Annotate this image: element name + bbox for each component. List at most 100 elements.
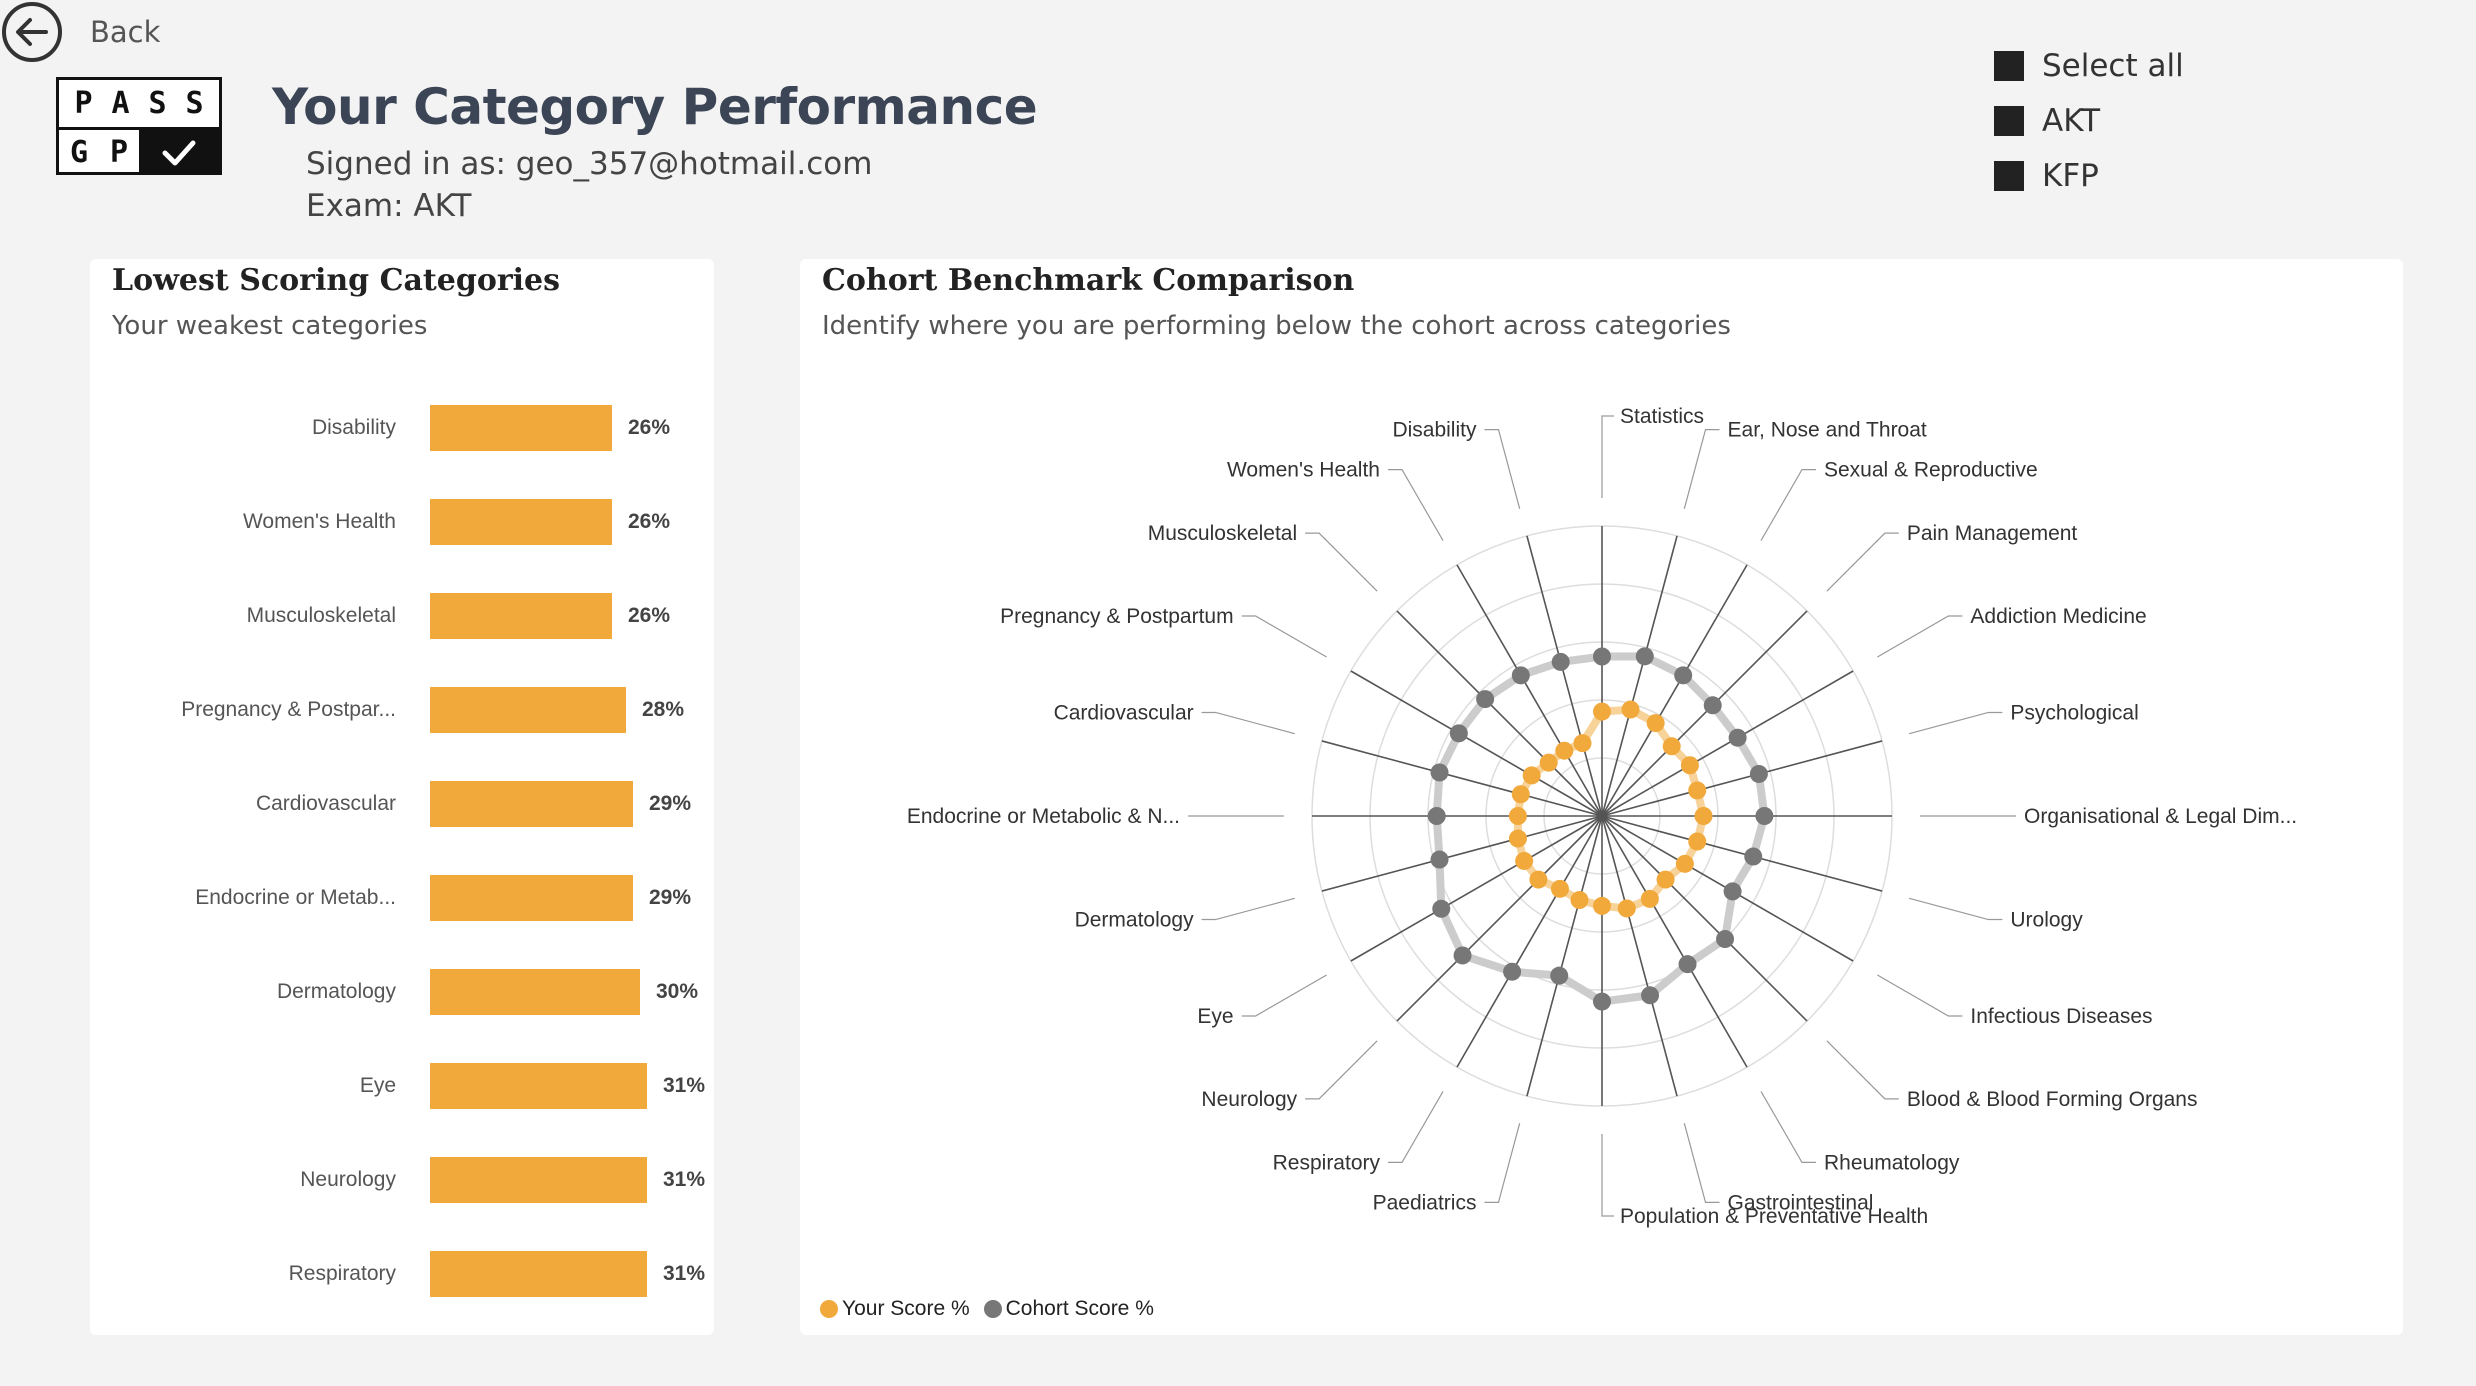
cohort-score-point[interactable] (1703, 696, 1722, 715)
your-score-point[interactable] (1555, 741, 1574, 760)
back-button[interactable]: Back (0, 0, 160, 64)
radar-axis-label: Statistics (1620, 405, 1704, 428)
your-score-point[interactable] (1508, 807, 1527, 825)
bar-row[interactable]: Musculoskeletal 26% (90, 593, 714, 639)
cohort-score-point[interactable] (1593, 992, 1611, 1011)
bar[interactable] (430, 405, 612, 451)
your-score-point[interactable] (1550, 879, 1569, 898)
your-score-point[interactable] (1688, 832, 1707, 851)
cohort-score-point[interactable] (1430, 850, 1449, 869)
your-score-point[interactable] (1656, 870, 1675, 889)
checkbox-icon[interactable] (1994, 160, 2024, 191)
bar-row[interactable]: Eye 31% (90, 1063, 714, 1109)
bar[interactable] (430, 593, 612, 639)
cohort-score-point[interactable] (1593, 647, 1611, 666)
bar[interactable] (430, 1063, 647, 1109)
exam-filter: Select all AKT KFP (1994, 38, 2184, 203)
cohort-score-point[interactable] (1678, 955, 1697, 974)
bar-row[interactable]: Women's Health 26% (90, 499, 714, 545)
radar-axis-label: Urology (2010, 909, 2083, 932)
radar-axis-label: Neurology (1201, 1088, 1297, 1111)
bar-row[interactable]: Disability 26% (90, 405, 714, 451)
cohort-score-point[interactable] (1716, 930, 1735, 949)
passgp-logo: P A S S G P (56, 77, 222, 175)
bar-category-label: Dermatology (276, 980, 396, 1003)
your-score-point[interactable] (1515, 851, 1534, 870)
cohort-score-point[interactable] (1511, 666, 1530, 685)
checkbox-icon[interactable] (1994, 50, 2024, 81)
legend-item-your-score[interactable]: Your Score % (820, 1297, 970, 1321)
your-score-point[interactable] (1621, 700, 1640, 719)
lowest-scoring-card: Lowest Scoring Categories Your weakest c… (90, 259, 714, 1335)
your-score-point[interactable] (1593, 702, 1611, 721)
your-score-point[interactable] (1640, 889, 1659, 908)
filter-akt[interactable]: AKT (1994, 93, 2184, 148)
bar-category-label: Cardiovascular (255, 792, 396, 815)
cohort-score-point[interactable] (1641, 986, 1660, 1005)
radar-leader-line (1305, 1040, 1378, 1100)
filter-label[interactable]: AKT (2042, 102, 2101, 139)
bar-row[interactable]: Respiratory 31% (90, 1251, 714, 1297)
bar-row[interactable]: Neurology 31% (90, 1157, 714, 1203)
cohort-score-point[interactable] (1476, 690, 1495, 709)
radar-axis-label: Pain Management (1907, 522, 2078, 545)
cohort-score-point[interactable] (1550, 966, 1569, 985)
filter-select-all[interactable]: Select all (1994, 38, 2184, 93)
your-score-point[interactable] (1511, 785, 1530, 804)
your-score-point[interactable] (1508, 829, 1527, 848)
bar[interactable] (430, 875, 633, 921)
bar-row[interactable]: Dermatology 30% (90, 969, 714, 1015)
your-score-point[interactable] (1688, 781, 1707, 800)
your-score-point[interactable] (1694, 807, 1713, 825)
bar[interactable] (430, 781, 633, 827)
your-score-point[interactable] (1675, 854, 1694, 873)
cohort-score-point[interactable] (1551, 652, 1570, 671)
cohort-score-point[interactable] (1728, 728, 1747, 747)
signed-in-text: Signed in as: geo_357@hotmail.com (306, 146, 873, 182)
radar-axis-label: Eye (1197, 1005, 1233, 1028)
checkbox-icon[interactable] (1994, 105, 2024, 136)
cohort-score-point[interactable] (1723, 882, 1742, 901)
bar[interactable] (430, 1251, 647, 1297)
filter-kfp[interactable]: KFP (1994, 148, 2184, 203)
cohort-score-point[interactable] (1749, 764, 1768, 783)
bar-row[interactable]: Cardiovascular 29% (90, 781, 714, 827)
cohort-score-point[interactable] (1430, 763, 1449, 782)
filter-label[interactable]: KFP (2042, 157, 2099, 194)
your-score-point[interactable] (1573, 734, 1592, 753)
your-score-point[interactable] (1570, 891, 1589, 910)
radar-leader-line (1484, 1123, 1521, 1203)
card-subtitle: Identify where you are performing below … (822, 311, 1731, 341)
cohort-score-point[interactable] (1432, 899, 1451, 918)
cohort-score-point[interactable] (1503, 962, 1522, 981)
radar-spoke (1601, 535, 1678, 817)
cohort-score-point[interactable] (1453, 946, 1472, 965)
bar[interactable] (430, 687, 626, 733)
radar-spoke (1601, 610, 1808, 817)
bar-row[interactable]: Endocrine or Metab... 29% (90, 875, 714, 921)
cohort-score-point[interactable] (1674, 666, 1693, 685)
your-score-point[interactable] (1539, 753, 1558, 772)
radar-leader-line (1826, 532, 1899, 592)
back-arrow-icon[interactable] (0, 0, 64, 64)
bar[interactable] (430, 1157, 647, 1203)
your-score-point[interactable] (1680, 756, 1699, 775)
your-score-point[interactable] (1662, 737, 1681, 756)
bar[interactable] (430, 499, 612, 545)
bar[interactable] (430, 969, 640, 1015)
your-score-point[interactable] (1529, 870, 1548, 889)
filter-label[interactable]: Select all (2042, 47, 2184, 84)
your-score-point[interactable] (1617, 899, 1636, 918)
cohort-score-point[interactable] (1744, 847, 1763, 866)
your-score-point[interactable] (1522, 766, 1541, 785)
cohort-score-point[interactable] (1427, 807, 1446, 825)
your-score-point[interactable] (1646, 714, 1665, 733)
your-score-point[interactable] (1593, 896, 1611, 915)
bar-row[interactable]: Pregnancy & Postpar... 28% (90, 687, 714, 733)
back-label[interactable]: Back (90, 15, 161, 49)
legend-item-cohort-score[interactable]: Cohort Score % (983, 1297, 1154, 1321)
cohort-score-point[interactable] (1635, 647, 1654, 666)
radar-chart: Statistics Ear, Nose and Throat Sexual & R… (907, 405, 2297, 1228)
cohort-score-point[interactable] (1449, 724, 1468, 743)
cohort-score-point[interactable] (1755, 807, 1774, 825)
